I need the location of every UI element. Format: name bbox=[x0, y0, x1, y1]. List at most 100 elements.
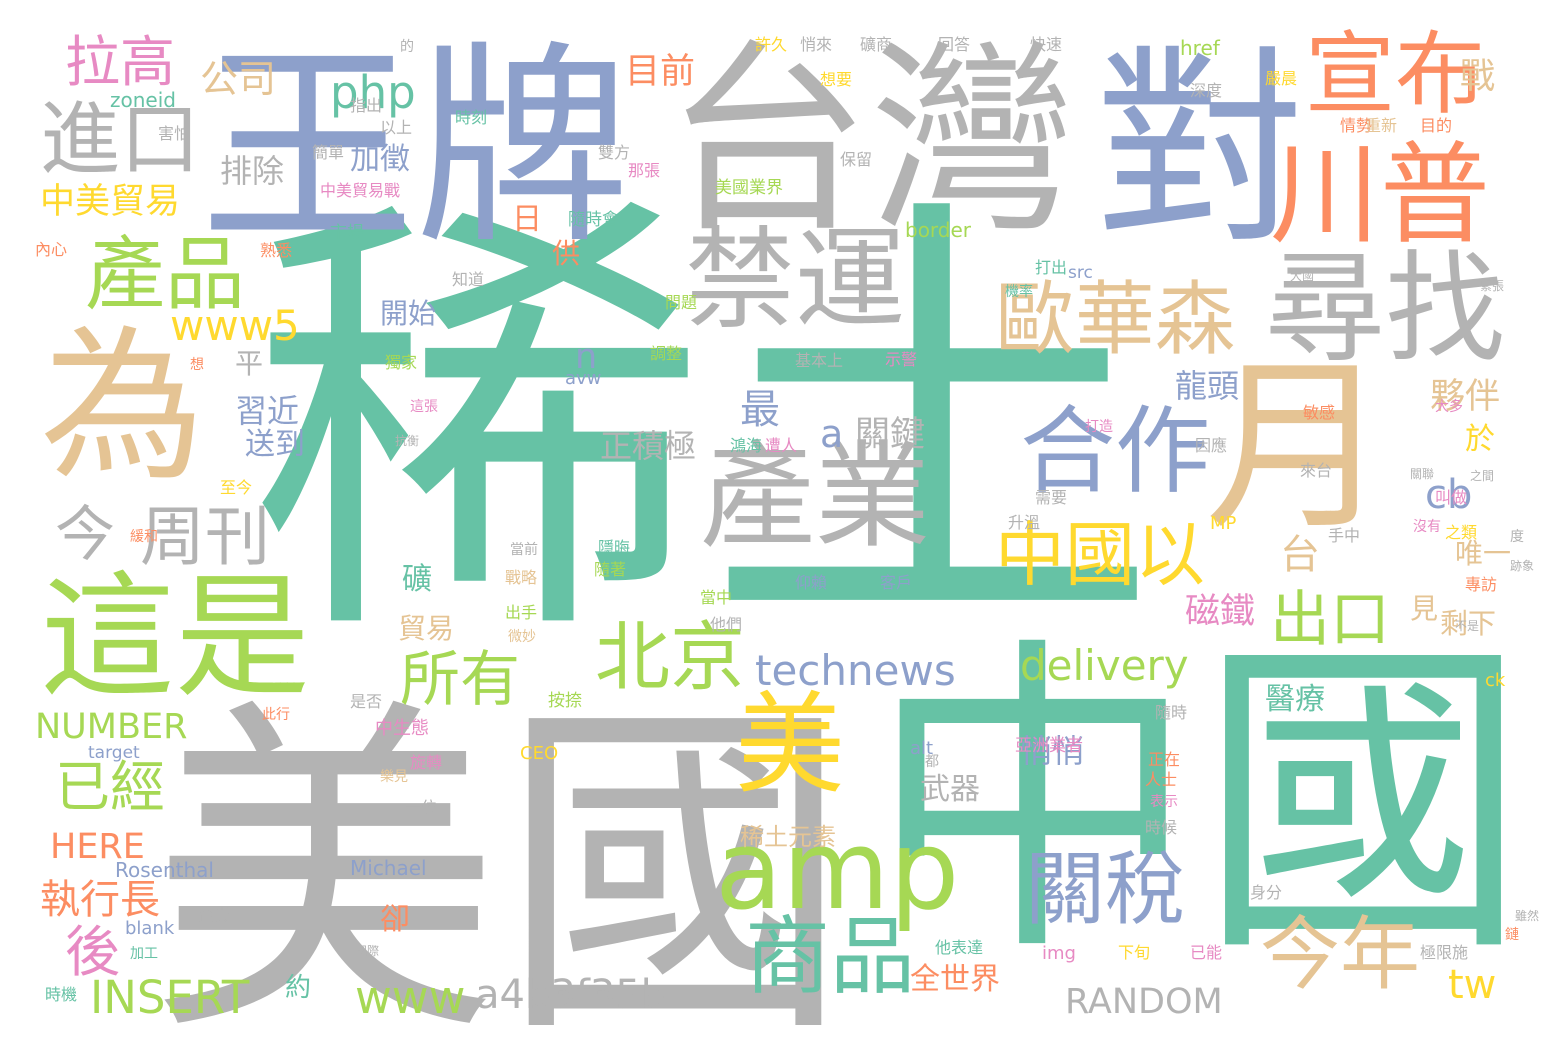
cloud-word-167: 沒有 bbox=[1413, 519, 1441, 535]
cloud-word-69: 礦 bbox=[402, 562, 432, 597]
cloud-word-81: 害怕 bbox=[158, 124, 191, 143]
cloud-word-57: n bbox=[575, 337, 598, 377]
cloud-word-141: 是否 bbox=[350, 692, 383, 711]
cloud-word-151: 他表達 bbox=[935, 938, 984, 957]
cloud-word-149: 加工 bbox=[130, 946, 158, 962]
cloud-word-129: 需要 bbox=[1035, 488, 1068, 507]
cloud-word-143: 正在 bbox=[1148, 750, 1181, 769]
cloud-word-27: delivery bbox=[1020, 641, 1189, 690]
cloud-word-161: 遭人 bbox=[765, 436, 798, 455]
cloud-word-172: 微妙 bbox=[508, 629, 536, 645]
cloud-word-120: 內心 bbox=[35, 240, 68, 259]
cloud-word-9: 禁運 bbox=[685, 216, 905, 344]
cloud-word-55: 關鍵 bbox=[855, 415, 926, 455]
cloud-word-184: 抗衡 bbox=[395, 434, 420, 448]
cloud-word-32: 周刊 bbox=[140, 500, 271, 575]
cloud-word-166: 大多 bbox=[1435, 399, 1463, 415]
cloud-word-122: 知道 bbox=[452, 270, 485, 289]
cloud-word-48: 夥伴 bbox=[1430, 377, 1501, 417]
cloud-word-42: 執行長 bbox=[40, 877, 160, 923]
cloud-word-44: 公司 bbox=[200, 57, 277, 101]
cloud-word-112: 重新 bbox=[1365, 116, 1398, 135]
cloud-word-154: 身分 bbox=[1250, 883, 1283, 902]
cloud-word-163: 打出 bbox=[1035, 258, 1068, 277]
cloud-word-92: Michael bbox=[350, 856, 427, 880]
cloud-word-132: 戰略 bbox=[505, 568, 538, 587]
cloud-word-29: www5 bbox=[170, 301, 300, 350]
cloud-word-138: 按捺 bbox=[548, 691, 582, 711]
cloud-word-123: 問題 bbox=[665, 293, 698, 312]
cloud-word-43: 中美貿易 bbox=[40, 182, 181, 222]
cloud-word-39: RANDOM bbox=[1065, 982, 1223, 1022]
cloud-word-37: www bbox=[355, 971, 466, 1024]
cloud-word-153: 已能 bbox=[1190, 943, 1223, 962]
cloud-word-8: 這是 bbox=[40, 559, 310, 716]
cloud-word-97: MP bbox=[1210, 513, 1237, 534]
cloud-word-19: 進口 bbox=[40, 93, 200, 186]
cloud-word-173: 當前 bbox=[510, 542, 538, 558]
cloud-word-115: 保留 bbox=[840, 150, 873, 169]
cloud-word-114: 想要 bbox=[820, 70, 853, 89]
cloud-word-58: 習近 bbox=[235, 392, 300, 430]
cloud-word-1: 中國 bbox=[868, 611, 1528, 995]
cloud-word-71: 見 bbox=[1410, 592, 1439, 625]
cloud-word-106: 礦商 bbox=[860, 35, 893, 54]
cloud-word-165: 打造 bbox=[1085, 419, 1113, 435]
cloud-word-164: 機率 bbox=[1005, 284, 1033, 300]
cloud-word-109: 深度 bbox=[1190, 81, 1223, 100]
cloud-word-110: 嚴晨 bbox=[1265, 69, 1298, 88]
cloud-word-76: 稀土元素 bbox=[740, 823, 836, 851]
cloud-word-23: 北京 bbox=[595, 613, 746, 701]
cloud-word-124: 獨家 bbox=[385, 353, 418, 372]
cloud-word-99: 亞洲業者 bbox=[1015, 736, 1083, 756]
cloud-word-111: 情勢 bbox=[1340, 116, 1373, 135]
cloud-word-31: 拉高 bbox=[65, 30, 176, 94]
cloud-word-64: 日 bbox=[512, 202, 542, 237]
cloud-word-125: 調整 bbox=[650, 344, 683, 363]
cloud-word-180: 的 bbox=[400, 39, 414, 55]
cloud-word-82: 指出 bbox=[350, 96, 383, 115]
cloud-word-175: 緩和 bbox=[130, 529, 158, 545]
cloud-word-159: 叫做 bbox=[1435, 488, 1468, 507]
cloud-word-86: border bbox=[905, 218, 972, 242]
cloud-word-68: 全世界 bbox=[910, 962, 1000, 997]
cloud-word-158: 之類 bbox=[1445, 523, 1478, 542]
cloud-word-147: 時候 bbox=[1145, 818, 1178, 837]
cloud-word-100: 基本上 bbox=[795, 351, 844, 370]
cloud-word-56: 最 bbox=[740, 387, 780, 433]
cloud-word-14: amp bbox=[715, 806, 960, 934]
cloud-word-177: 鏈 bbox=[1505, 927, 1519, 943]
cloud-word-51: tw bbox=[1448, 962, 1497, 1008]
cloud-word-52: 磁鐵 bbox=[1185, 592, 1256, 632]
cloud-word-88: img bbox=[1042, 943, 1076, 964]
cloud-word-185: 不是 bbox=[1455, 619, 1480, 633]
cloud-word-152: 下旬 bbox=[1118, 943, 1151, 962]
cloud-word-176: 都 bbox=[925, 754, 939, 770]
cloud-word-90: avw bbox=[565, 368, 602, 389]
cloud-word-94: target bbox=[88, 743, 140, 763]
cloud-word-72: 剩下 bbox=[1440, 607, 1497, 640]
cloud-word-119: 想 bbox=[190, 357, 204, 373]
cloud-word-60: 平 bbox=[235, 347, 264, 380]
cloud-word-67: 悄悄 bbox=[1020, 732, 1085, 770]
cloud-word-13: 川普 bbox=[1270, 131, 1490, 259]
cloud-word-22: 中國以 bbox=[995, 514, 1205, 596]
cloud-word-28: 出口 bbox=[1270, 585, 1390, 655]
cloud-word-25: 今年 bbox=[1260, 908, 1420, 1001]
cloud-word-53: 正積極 bbox=[600, 427, 697, 465]
cloud-word-49: 於 bbox=[1465, 422, 1495, 457]
cloud-word-17: 歐華森 bbox=[995, 273, 1235, 366]
cloud-word-117: 以上 bbox=[380, 118, 413, 137]
cloud-word-183: 緊張 bbox=[1480, 279, 1505, 293]
cloud-word-36: INSERT bbox=[90, 971, 250, 1024]
cloud-word-87: src bbox=[1068, 263, 1093, 283]
cloud-word-93: Rosenthal bbox=[115, 858, 214, 882]
cloud-word-101: 至今 bbox=[220, 478, 253, 497]
cloud-word-77: 卻 bbox=[380, 902, 410, 937]
cloud-word-16: 合作 bbox=[1020, 397, 1211, 507]
cloud-word-160: 鴻海 bbox=[730, 436, 763, 455]
cloud-word-156: 手中 bbox=[1328, 526, 1361, 545]
cloud-word-130: 隱晦 bbox=[598, 538, 631, 557]
cloud-word-61: 台 bbox=[1280, 532, 1320, 578]
